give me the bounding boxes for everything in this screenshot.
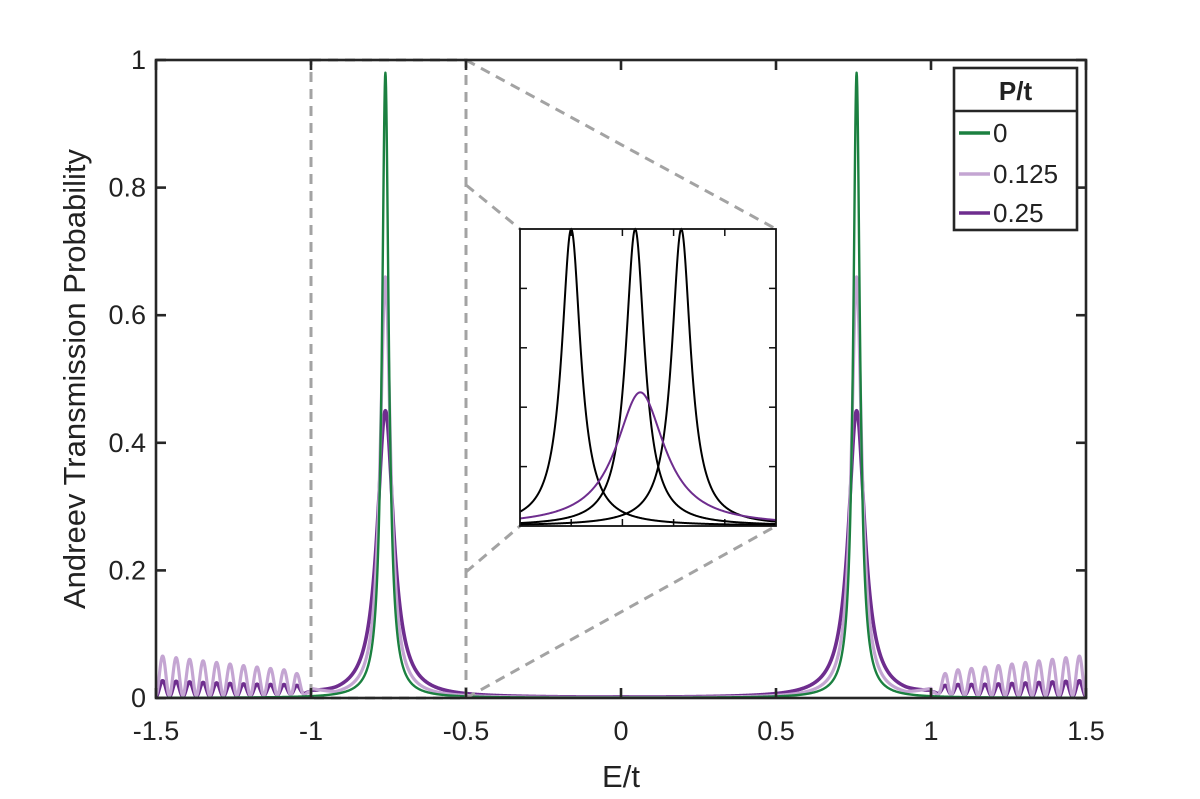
plot-area — [154, 58, 1088, 700]
inset-black-curve-1 — [519, 227, 776, 527]
inset-black-curve-2 — [519, 227, 777, 526]
x-tick-label: 1 — [923, 716, 938, 746]
y-tick-label: 0.8 — [108, 173, 146, 203]
legend-label-0.25: 0.25 — [993, 198, 1044, 228]
x-tick-label: 0 — [613, 716, 628, 746]
inset-black-curve-3 — [519, 227, 777, 526]
x-tick-label: 0.5 — [757, 716, 795, 746]
y-tick-label: 0.4 — [108, 428, 146, 458]
inset-background — [520, 229, 776, 526]
tick-label-layer: -1.5 -1 -0.5 0 0.5 1 1.5 0 0.2 0.4 0.6 0.8 1 — [108, 45, 1104, 746]
y-tick-label: 1 — [131, 45, 146, 75]
x-tick-label: -0.5 — [443, 716, 490, 746]
legend-label-0.125: 0.125 — [993, 159, 1058, 189]
y-axis-label: Andreev Transmission Probability — [57, 148, 92, 609]
legend-box — [952, 66, 1079, 232]
legend-label-0: 0 — [993, 118, 1007, 148]
inset-plot — [519, 227, 777, 527]
x-axis-label: E/t — [602, 759, 640, 794]
legend-title: P/t — [999, 76, 1033, 106]
x-tick-label: 1.5 — [1067, 716, 1105, 746]
y-tick-label: 0.6 — [108, 300, 146, 330]
zoom-connector-left-bottom — [465, 524, 521, 574]
y-tick-label: 0.2 — [108, 555, 146, 585]
zoom-connector-top — [465, 58, 777, 231]
tick-layer — [154, 58, 1088, 700]
x-tick-label: -1.5 — [133, 716, 180, 746]
y-tick-label: 0 — [131, 683, 146, 713]
inset-frame — [519, 228, 777, 527]
legend: P/t 0 0.125 0.25 — [952, 66, 1079, 232]
zoom-connector-bottom — [465, 524, 777, 700]
inset-purple-curve — [519, 391, 777, 521]
zoom-connector-left-top — [465, 183, 521, 231]
x-tick-label: -1 — [299, 716, 323, 746]
